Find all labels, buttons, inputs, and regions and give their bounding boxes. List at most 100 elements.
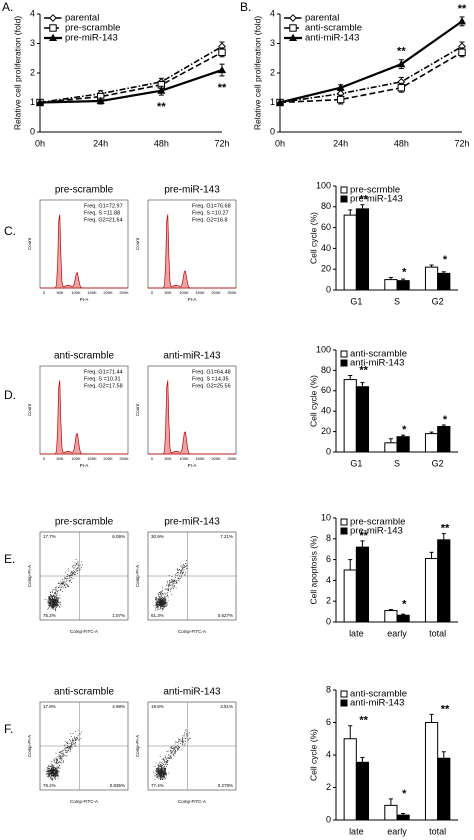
y-axis-label: Cell cycle (%) [308,729,318,781]
cell-dot [55,763,57,765]
cell-dot [53,761,55,763]
y-tick-label: 2 [270,67,275,77]
cell-dot [160,599,162,601]
flow-x-tick: 150K [87,290,97,295]
panel-label: E. [4,552,15,566]
cell-dot [167,590,169,591]
y-tick-label: 40 [321,406,331,416]
cell-dot [178,748,180,750]
cell-dot [57,587,59,588]
y-tick-label: 4 [270,8,275,18]
cell-dot [165,588,167,590]
cell-dot [56,775,58,777]
plot-title: anti-miR-143 [163,687,221,698]
cell-dot [156,603,158,605]
cell-dot [173,746,175,748]
y-tick-label: 20 [321,264,331,274]
plot-title: pre-scramble [55,185,114,196]
cell-dot [156,770,158,772]
cell-dot [47,769,49,771]
cell-dot [163,593,165,595]
cell-dot [170,757,172,759]
cell-dot [45,771,47,773]
bar [355,761,370,821]
cell-dot [49,774,51,776]
cell-dot [177,748,179,750]
x-tick-label: S [394,458,400,468]
cell-dot [155,596,157,598]
cell-dot [172,753,174,755]
cell-dot [58,754,60,756]
cell-dot [166,774,168,776]
cell-dot [50,591,51,593]
cell-dot [162,772,164,774]
cell-dot [185,571,187,573]
cell-dot [46,769,48,771]
cell-dot [182,737,184,739]
cell-dot [165,596,167,597]
flow-x-label: PI-A [80,297,89,302]
cell-dot [65,583,67,585]
cell-dot [47,776,49,778]
cell-dot [60,762,62,764]
data-point [458,48,466,57]
cell-dot [76,564,78,566]
cell-dot [180,572,182,574]
cell-dot [167,757,169,759]
cell-dot [159,607,161,609]
cell-dot [177,578,179,579]
y-axis-label: Cell cycle (%) [308,375,318,427]
data-point [336,83,345,91]
cell-dot [181,739,183,741]
cell-dot [79,568,81,570]
cell-dot [58,760,60,762]
cell-dot [72,740,74,742]
cell-dot [161,777,163,779]
legend-label: pre-miR-143 [65,33,118,44]
cell-dot [174,748,176,750]
cell-dot [169,580,171,582]
cell-dot [60,760,62,762]
x-tick-label: 24h [93,138,108,148]
cell-dot [62,760,64,762]
flow-x-tick: 100K [179,456,189,461]
data-point [157,86,166,94]
flow-y-label: Count [27,237,32,250]
y-tick-label: 40 [321,243,331,253]
cell-dot [157,776,158,778]
cell-dot [52,768,54,770]
cell-dot [170,747,172,749]
cell-dot [76,570,78,572]
quadrant-label: 0.279% [218,783,233,788]
cell-dot [62,586,64,588]
cell-dot [64,749,66,751]
cell-dot [156,768,158,769]
cell-dot [73,739,75,741]
cell-dot [161,598,163,599]
cell-dot [161,590,163,592]
significance-mark: * [443,414,448,426]
cell-dot [160,597,162,599]
cell-dot [71,571,73,573]
cell-dot [154,607,156,609]
cell-dot [184,574,186,576]
cell-dot [54,604,56,605]
cell-dot [56,592,58,594]
cell-dot [175,741,177,743]
cell-dot [163,599,165,601]
cell-dot [169,583,171,585]
cell-dot [159,598,161,600]
cell-dot [61,757,63,759]
cell-dot [80,731,82,733]
flow-y-label: Comp-PI-A [135,735,140,757]
cell-dot [54,600,56,602]
cell-dot [160,600,162,602]
cell-dot [163,602,165,604]
cell-dot [170,749,172,751]
cell-dot [168,580,170,581]
y-tick-label: 2 [326,782,331,792]
cell-dot [186,730,188,732]
x-tick-label: G2 [432,458,444,468]
panel-label: B. [240,0,251,14]
stat-label: Freq. G2=25.56 [192,383,231,389]
